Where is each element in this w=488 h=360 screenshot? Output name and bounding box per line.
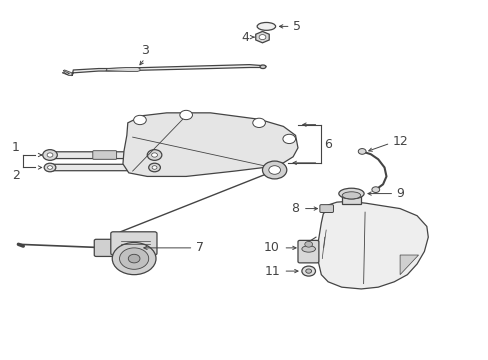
Circle shape [358, 149, 366, 154]
Circle shape [147, 150, 162, 160]
FancyBboxPatch shape [93, 151, 116, 159]
Ellipse shape [260, 65, 265, 68]
Text: 9: 9 [396, 187, 404, 200]
Circle shape [262, 161, 286, 179]
FancyBboxPatch shape [111, 232, 157, 255]
Ellipse shape [301, 246, 315, 252]
Polygon shape [318, 202, 427, 289]
Ellipse shape [342, 192, 360, 199]
Circle shape [112, 243, 156, 275]
Circle shape [371, 187, 379, 193]
Circle shape [252, 118, 265, 127]
FancyBboxPatch shape [341, 195, 361, 204]
Text: 3: 3 [141, 45, 148, 58]
Circle shape [305, 269, 311, 273]
Circle shape [47, 153, 53, 157]
Polygon shape [122, 113, 297, 176]
Text: 4: 4 [241, 31, 249, 44]
Text: 7: 7 [196, 241, 203, 255]
Circle shape [304, 242, 312, 247]
Text: 10: 10 [264, 241, 280, 255]
Polygon shape [255, 31, 269, 43]
FancyBboxPatch shape [48, 164, 156, 171]
Circle shape [151, 153, 157, 157]
FancyBboxPatch shape [319, 204, 333, 212]
Polygon shape [62, 70, 72, 76]
FancyBboxPatch shape [94, 239, 122, 256]
Circle shape [283, 134, 295, 144]
Ellipse shape [257, 22, 275, 30]
Circle shape [268, 166, 280, 174]
Text: 11: 11 [264, 265, 280, 278]
Circle shape [119, 248, 148, 269]
Polygon shape [106, 67, 140, 71]
Circle shape [44, 163, 56, 172]
FancyBboxPatch shape [48, 152, 156, 158]
Circle shape [152, 166, 157, 169]
Text: 12: 12 [392, 135, 407, 148]
Ellipse shape [338, 188, 364, 199]
Circle shape [128, 254, 140, 263]
Circle shape [301, 266, 315, 276]
Circle shape [259, 35, 265, 40]
Polygon shape [399, 255, 418, 275]
Circle shape [42, 150, 57, 160]
Circle shape [180, 111, 192, 120]
Text: 8: 8 [290, 202, 298, 215]
Circle shape [47, 166, 52, 169]
Circle shape [133, 115, 146, 125]
Text: 2: 2 [12, 168, 20, 181]
Text: 1: 1 [12, 141, 20, 154]
Text: 5: 5 [292, 20, 301, 33]
FancyBboxPatch shape [297, 240, 318, 263]
Circle shape [148, 163, 160, 172]
Text: 6: 6 [323, 138, 331, 151]
Polygon shape [72, 64, 266, 76]
